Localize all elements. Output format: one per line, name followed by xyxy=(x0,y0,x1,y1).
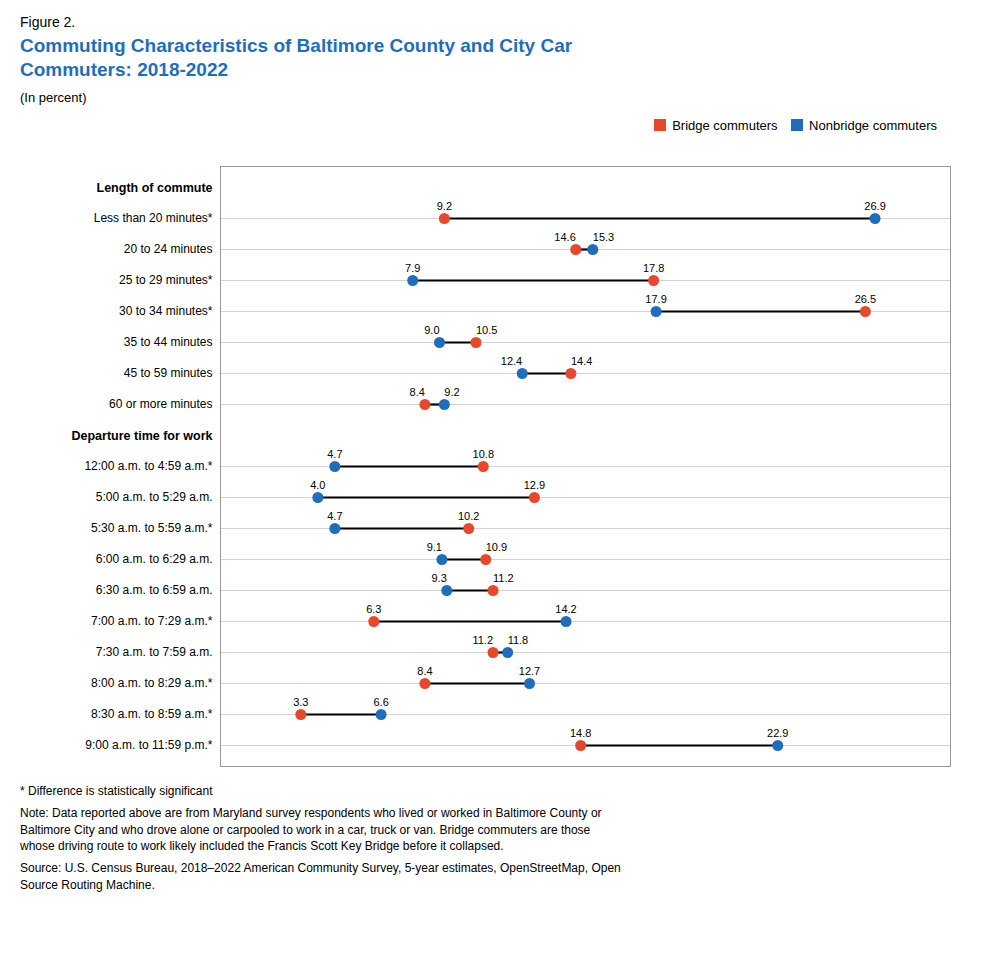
svg-text:14.2: 14.2 xyxy=(555,603,576,615)
svg-text:Length of commute: Length of commute xyxy=(97,181,213,195)
svg-text:5:00 a.m. to 5:29 a.m.: 5:00 a.m. to 5:29 a.m. xyxy=(96,490,213,504)
svg-text:9.0: 9.0 xyxy=(424,324,439,336)
svg-text:14.8: 14.8 xyxy=(570,727,591,739)
svg-text:8:30 a.m. to 8:59 a.m.*: 8:30 a.m. to 8:59 a.m.* xyxy=(91,707,213,721)
svg-text:12.9: 12.9 xyxy=(524,479,545,491)
svg-text:14.6: 14.6 xyxy=(554,231,575,243)
svg-text:20 to 24 minutes: 20 to 24 minutes xyxy=(124,242,213,256)
svg-text:14.4: 14.4 xyxy=(571,355,592,367)
svg-text:60 or more minutes: 60 or more minutes xyxy=(109,397,212,411)
svg-text:30 to 34 minutes*: 30 to 34 minutes* xyxy=(119,304,213,318)
svg-text:5:30 a.m. to 5:59 a.m.*: 5:30 a.m. to 5:59 a.m.* xyxy=(91,521,213,535)
svg-text:6:30 a.m. to 6:59 a.m.: 6:30 a.m. to 6:59 a.m. xyxy=(96,583,213,597)
svg-text:4.7: 4.7 xyxy=(327,448,342,460)
svg-text:15.3: 15.3 xyxy=(593,231,614,243)
html-text:Nonbridge commuters: Nonbridge commuters xyxy=(809,117,937,133)
html-text:Source: U.S. Census Bureau, 20: Source: U.S. Census Bureau, 2018–2022 Am… xyxy=(20,861,621,892)
html-text:Commuting Characteristics of B: Commuting Characteristics of Baltimore C… xyxy=(20,35,573,80)
html-text:Note: Data reported above are: Note: Data reported above are from Maryl… xyxy=(20,805,602,854)
svg-text:Departure time for work: Departure time for work xyxy=(71,429,212,443)
svg-text:6.6: 6.6 xyxy=(373,696,388,708)
svg-text:26.5: 26.5 xyxy=(855,293,876,305)
svg-text:9:00 a.m. to 11:59 p.m.*: 9:00 a.m. to 11:59 p.m.* xyxy=(85,738,213,752)
html-text:(In percent): (In percent) xyxy=(20,89,87,105)
svg-text:Less than 20 minutes*: Less than 20 minutes* xyxy=(94,211,213,225)
svg-text:10.8: 10.8 xyxy=(473,448,494,460)
svg-text:12:00 a.m. to 4:59 a.m.*: 12:00 a.m. to 4:59 a.m.* xyxy=(84,459,212,473)
svg-text:6.3: 6.3 xyxy=(366,603,381,615)
svg-text:11.8: 11.8 xyxy=(508,634,529,646)
svg-text:45 to 59 minutes: 45 to 59 minutes xyxy=(124,366,213,380)
svg-text:9.2: 9.2 xyxy=(444,386,459,398)
svg-text:3.3: 3.3 xyxy=(293,696,308,708)
svg-text:22.9: 22.9 xyxy=(767,727,788,739)
svg-text:9.1: 9.1 xyxy=(427,541,442,553)
svg-text:17.9: 17.9 xyxy=(645,293,666,305)
svg-text:9.2: 9.2 xyxy=(437,200,452,212)
html-text:Bridge commuters: Bridge commuters xyxy=(672,117,778,133)
svg-text:35 to 44 minutes: 35 to 44 minutes xyxy=(124,335,213,349)
svg-text:6:00 a.m. to 6:29 a.m.: 6:00 a.m. to 6:29 a.m. xyxy=(96,552,213,566)
svg-text:25 to 29 minutes*: 25 to 29 minutes* xyxy=(119,273,213,287)
svg-text:11.2: 11.2 xyxy=(493,572,514,584)
svg-text:8.4: 8.4 xyxy=(417,665,432,677)
svg-text:8.4: 8.4 xyxy=(410,386,425,398)
svg-text:12.7: 12.7 xyxy=(519,665,540,677)
svg-text:7.9: 7.9 xyxy=(405,262,420,274)
svg-text:26.9: 26.9 xyxy=(864,200,885,212)
html-text:Figure 2.: Figure 2. xyxy=(20,14,76,30)
svg-text:17.8: 17.8 xyxy=(643,262,664,274)
svg-text:7:00 a.m. to 7:29 a.m.*: 7:00 a.m. to 7:29 a.m.* xyxy=(91,614,213,628)
svg-text:12.4: 12.4 xyxy=(501,355,522,367)
svg-text:4.7: 4.7 xyxy=(327,510,342,522)
svg-text:10.9: 10.9 xyxy=(486,541,507,553)
svg-text:10.5: 10.5 xyxy=(476,324,497,336)
svg-text:7:30 a.m. to 7:59 a.m.: 7:30 a.m. to 7:59 a.m. xyxy=(96,645,213,659)
svg-text:10.2: 10.2 xyxy=(458,510,479,522)
svg-text:9.3: 9.3 xyxy=(432,572,447,584)
svg-text:8:00 a.m. to 8:29 a.m.*: 8:00 a.m. to 8:29 a.m.* xyxy=(91,676,213,690)
svg-text:4.0: 4.0 xyxy=(310,479,325,491)
html-text:* Difference is statistically: * Difference is statistically significan… xyxy=(20,784,213,798)
svg-text:11.2: 11.2 xyxy=(472,634,493,646)
